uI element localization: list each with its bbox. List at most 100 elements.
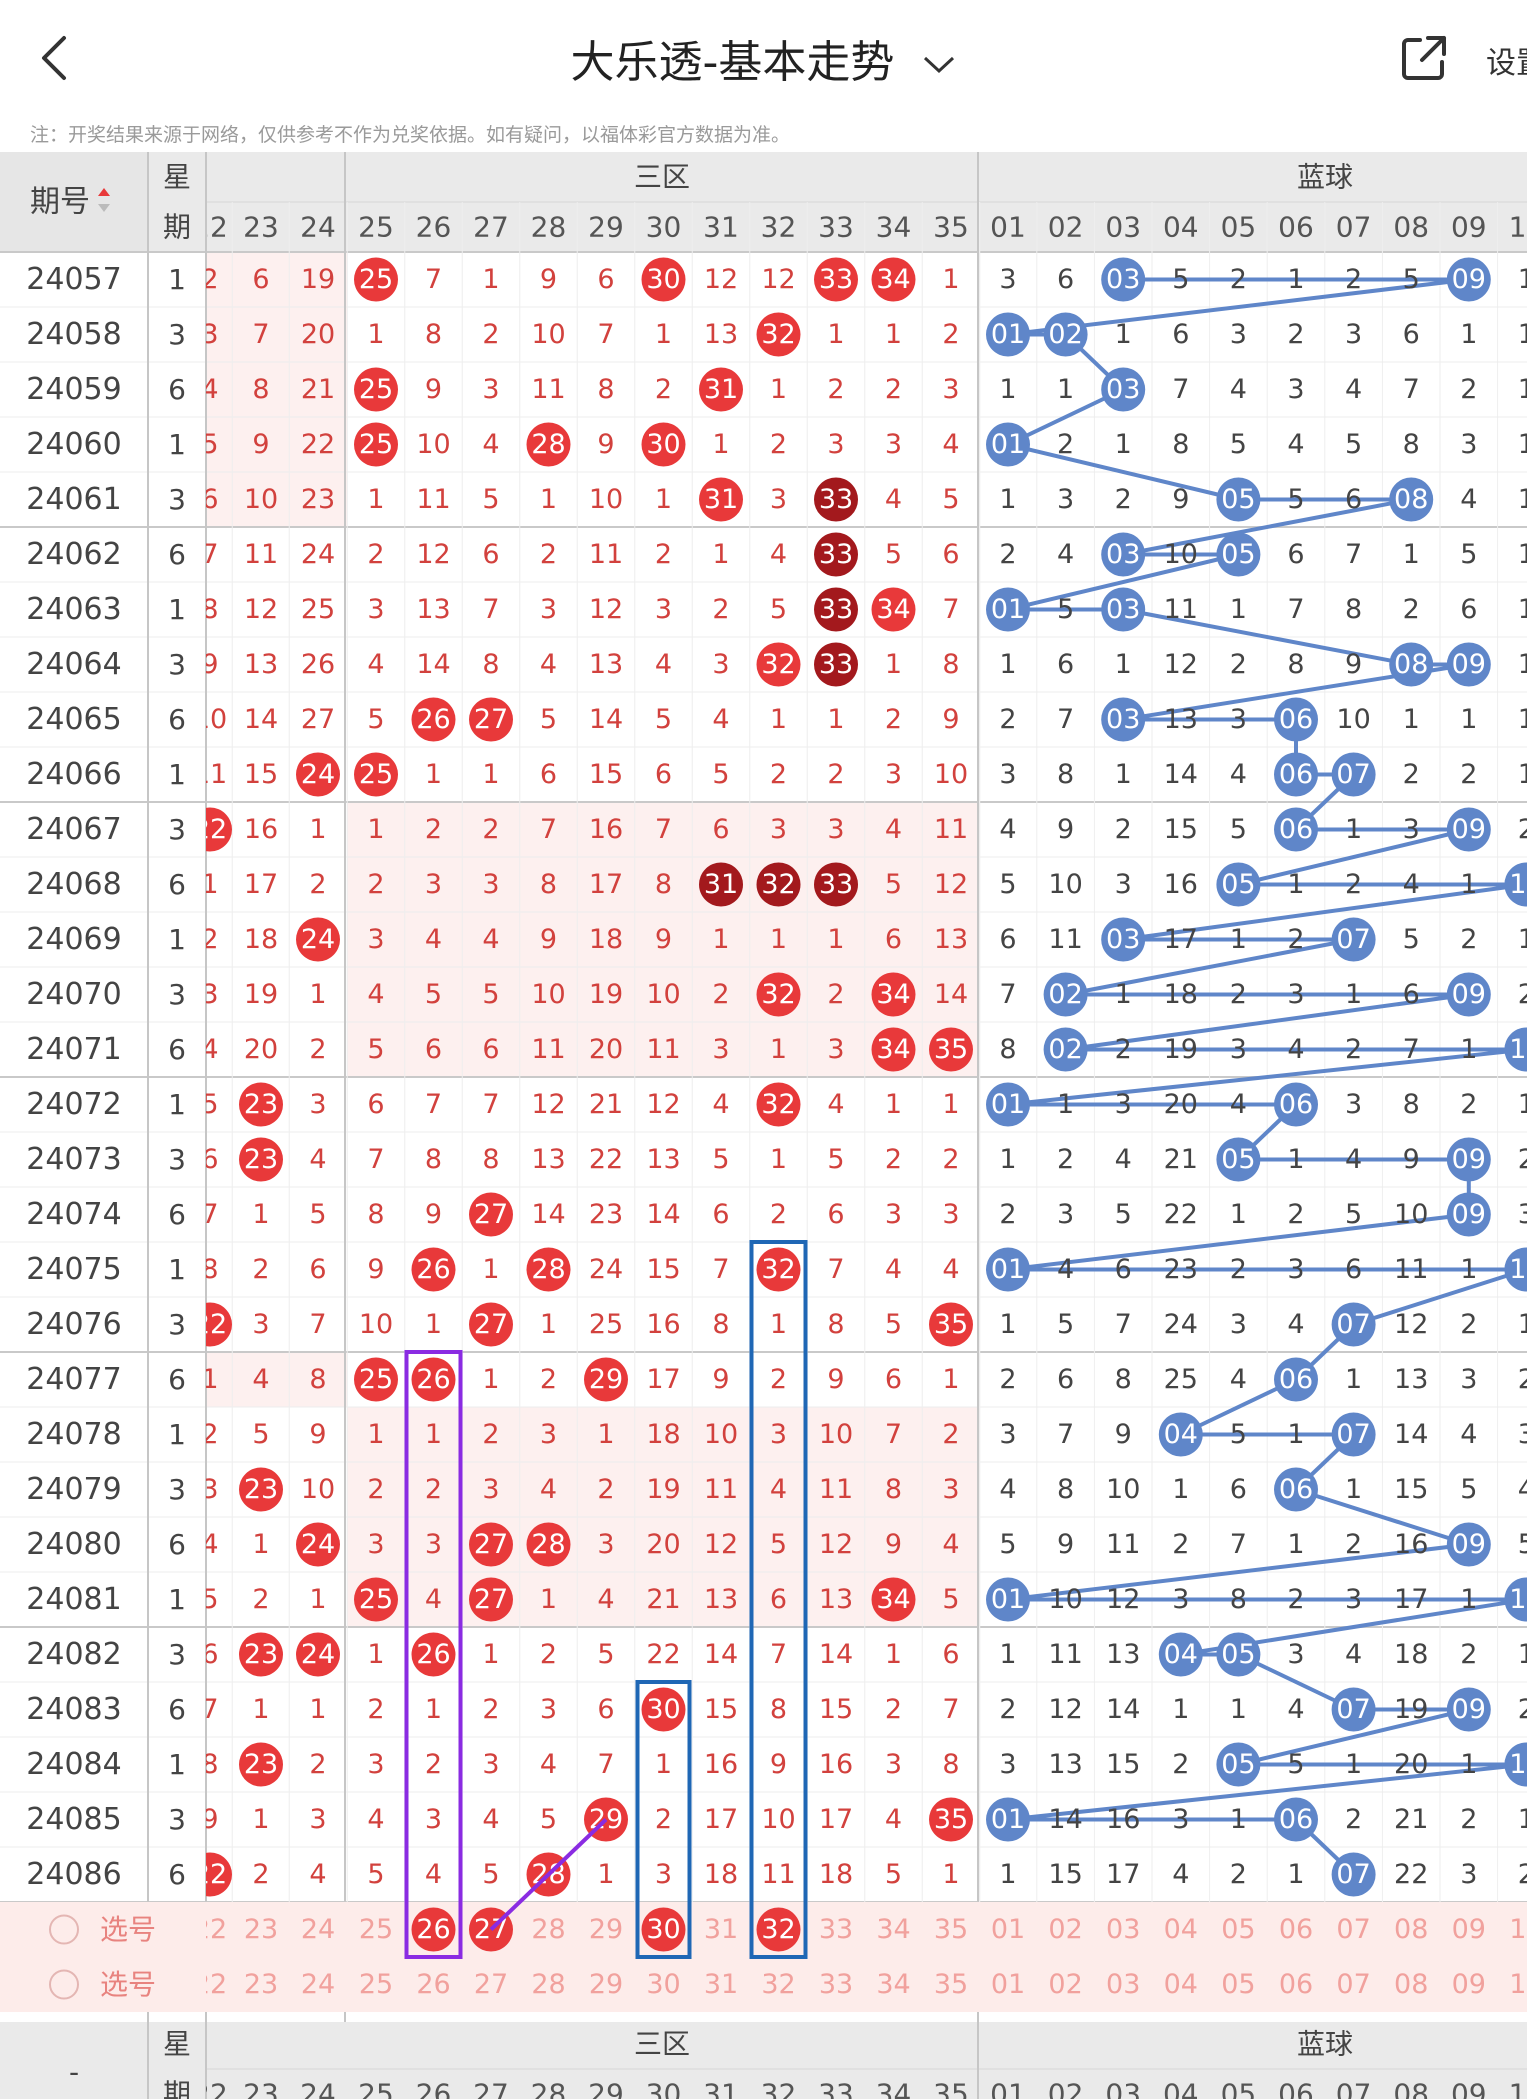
back-trend-segment [1122,607,1412,667]
select-number[interactable]: 34 [876,1969,910,2000]
front-miss-count: 21 [646,1584,680,1615]
select-number[interactable]: 02 [1048,1969,1082,2000]
page-title[interactable]: 大乐透-基本走势 [0,26,1527,90]
select-number[interactable]: 06 [1279,1914,1313,1945]
select-number[interactable]: 22 [193,1914,227,1945]
selected-ball[interactable] [411,1907,456,1952]
select-number[interactable]: 33 [819,1969,853,2000]
select-number[interactable]: 24 [301,1969,335,2000]
select-number[interactable]: 34 [876,1914,910,1945]
back-miss-count: 3 [1115,869,1132,900]
select-radio-icon[interactable] [49,1969,79,2000]
miss-cell-bg [807,967,865,1022]
front-cells: 7 1 5 8 9 27 14 23 14 6 2 6 3 3 [206,1192,960,1237]
select-number[interactable]: 09 [1452,1914,1486,1945]
miss-cell-bg [807,802,865,857]
back-cells: 01 2 1 8 5 4 5 8 3 1 [986,422,1527,467]
front-miss-count: 1 [201,869,218,900]
miss-cell-bg [232,417,290,472]
select-number[interactable]: 23 [244,1914,278,1945]
front-ball [354,1577,398,1622]
select-number[interactable]: 06 [1279,1969,1313,2000]
select-row[interactable]: 选号 22 23 24 25 26 27 28 29 30 31 32 33 34 35 01 02 03 04 05… [49,1907,1527,1952]
front-miss-count: 9 [425,1199,442,1230]
back-miss-count: 3 [1057,484,1074,515]
select-number[interactable]: 23 [244,1969,278,2000]
select-radio-icon[interactable] [49,1914,79,1945]
back-miss-count: 15 [1164,814,1198,845]
back-miss-count: 20 [1164,1089,1198,1120]
front-cells: 7 1 1 2 1 2 3 6 30 15 8 15 2 7 [206,1687,960,1732]
select-number[interactable]: 24 [301,1914,335,1945]
front-ball [871,1577,916,1622]
miss-cell-bg [864,802,923,857]
front-miss-count: 2 [712,979,729,1010]
miss-cell-bg [462,912,520,967]
footer-back-col: 03 [1105,2078,1141,2099]
select-row[interactable]: 选号 22 23 24 25 26 27 28 29 30 31 32 33 34 35 01 02 03 04 05… [49,1968,1527,2001]
select-number[interactable]: 07 [1336,1969,1370,2000]
back-ball [1101,587,1146,632]
back-ball-number: 09 [1452,814,1486,845]
front-miss-count: 10 [193,704,227,735]
front-miss-count: 1 [425,1694,442,1725]
select-number[interactable]: 27 [474,1969,508,2000]
footer-back-col: 01 [990,2078,1026,2099]
select-number[interactable]: 05 [1221,1969,1255,2000]
front-miss-count: 5 [827,1144,844,1175]
select-number[interactable]: 09 [1452,1969,1486,2000]
front-miss-count: 4 [252,1364,269,1395]
select-number[interactable]: 28 [531,1969,565,2000]
select-number[interactable]: 31 [704,1914,738,1945]
select-number[interactable]: 05 [1221,1914,1255,1945]
select-number[interactable]: 08 [1394,1914,1428,1945]
miss-cell-bg [577,912,635,967]
select-number[interactable]: 33 [819,1914,853,1945]
back-miss-count: 1 [1345,1749,1362,1780]
table-row: 24060 1 5 9 22 25 10 4 28 9 30 1 2 3 3 4 01 2 1 8 5 4 5 8 3 1 [26,422,1527,467]
select-number[interactable]: 25 [359,1969,393,2000]
back-miss-count: 6 [1230,1474,1247,1505]
back-ball-number: 07 [1336,1694,1370,1725]
select-number[interactable]: 02 [1048,1914,1082,1945]
miss-cell-bg [404,1022,463,1077]
select-number[interactable]: 25 [359,1914,393,1945]
miss-cell-bg [634,1407,693,1462]
select-number[interactable]: 31 [704,1969,738,2000]
issue-number: 24085 [26,1802,121,1837]
sort-icon[interactable] [98,188,110,212]
back-trend-segment [1007,1542,1470,1602]
select-number[interactable]: 08 [1394,1969,1428,2000]
select-number[interactable]: 30 [646,1969,680,2000]
selected-ball[interactable] [756,1907,801,1952]
select-number[interactable]: 22 [193,1969,227,2000]
select-number[interactable]: 35 [934,1969,968,2000]
select-number[interactable]: 10 [1509,1969,1527,2000]
select-number[interactable]: 04 [1164,1914,1198,1945]
select-number[interactable]: 29 [589,1969,623,2000]
back-ball-number: 01 [991,319,1025,350]
select-number[interactable]: 03 [1106,1914,1140,1945]
back-miss-count: 10 [1394,1199,1428,1230]
select-number[interactable]: 01 [991,1914,1025,1945]
selected-ball[interactable] [641,1907,686,1952]
select-number[interactable]: 03 [1106,1969,1140,2000]
select-number[interactable]: 04 [1164,1969,1198,2000]
settings-button[interactable]: 设置 [1486,46,1527,81]
share-icon[interactable] [1398,32,1450,84]
select-number[interactable]: 29 [589,1914,623,1945]
select-number[interactable]: 32 [761,1969,795,2000]
select-number[interactable]: 10 [1509,1914,1527,1945]
select-number[interactable]: 28 [531,1914,565,1945]
select-number[interactable]: 35 [934,1914,968,1945]
back-miss-count: 8 [999,1034,1016,1065]
back-miss-count: 3 [1230,1309,1247,1340]
back-miss-count: 6 [1403,979,1420,1010]
back-miss-count: 10 [1048,1584,1082,1615]
select-number[interactable]: 07 [1336,1914,1370,1945]
select-number[interactable]: 26 [416,1969,450,2000]
select-number[interactable]: 01 [991,1969,1025,2000]
front-miss-count: 1 [425,1309,442,1340]
front-ball-number: 32 [761,1254,795,1285]
back-arrow-icon[interactable] [30,30,80,86]
